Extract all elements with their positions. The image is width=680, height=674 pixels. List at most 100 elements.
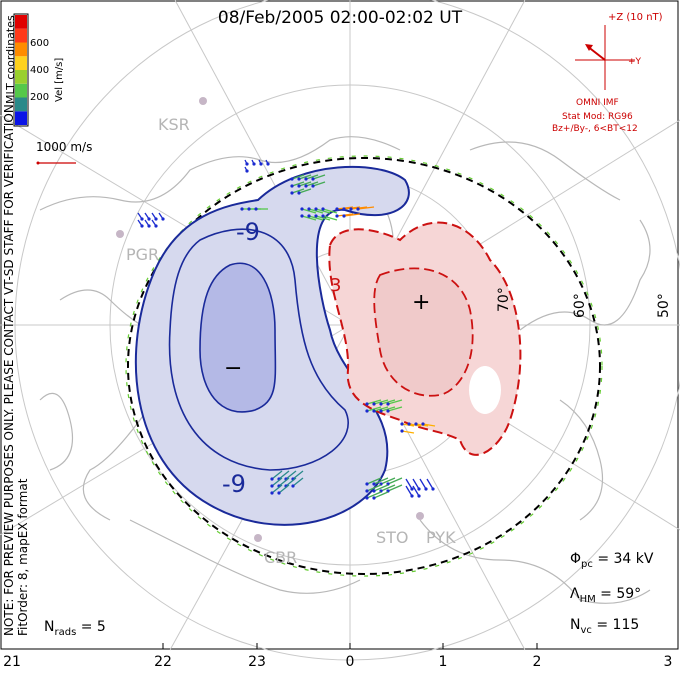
- colorbar-tick-200: 200: [30, 92, 50, 103]
- hm-boundary: [127, 157, 601, 575]
- velocity-vector: [291, 174, 305, 180]
- velocity-vector: [366, 491, 382, 499]
- velocity-vector-origin: [245, 169, 249, 173]
- map-title: 08/Feb/2005 02:00-02:02 UT: [217, 8, 463, 28]
- velocity-vector: [373, 484, 389, 492]
- velocity-vector-origin: [154, 224, 158, 228]
- velocity-vector-origin: [414, 422, 418, 426]
- mlt-tick-22: 22: [154, 654, 172, 670]
- disclaimer-text: NOTE: FOR PREVIEW PURPOSES ONLY. PLEASE …: [2, 100, 16, 636]
- velocity-vector-origin: [365, 409, 369, 413]
- radar-count: Nrads = 5: [44, 619, 106, 638]
- velocity-vector: [301, 215, 317, 221]
- velocity-vector: [380, 477, 396, 485]
- velocity-vector: [271, 484, 283, 494]
- velocity-vector: [292, 470, 304, 480]
- velocity-vector-origin: [240, 207, 244, 211]
- imf-source: OMNI IMF: [576, 98, 619, 108]
- velocity-vector-origin: [252, 162, 256, 166]
- contour-label-positive: 3: [330, 275, 342, 296]
- velocity-vector-origin: [311, 184, 315, 188]
- velocity-vector: [380, 484, 396, 492]
- velocity-vector-origin: [417, 494, 421, 498]
- positive-cell-center: +: [412, 290, 431, 315]
- colorbar-label: Vel [m/s]: [54, 57, 65, 102]
- velocity-vector-origin: [247, 207, 251, 211]
- velocity-vector-origin: [300, 214, 304, 218]
- velocity-vector: [315, 208, 331, 214]
- colorbar-segment: [15, 97, 27, 112]
- velocity-vector-origin: [270, 491, 274, 495]
- velocity-vector-origin: [147, 224, 151, 228]
- velocity-vector-origin: [386, 402, 390, 406]
- velocity-vector-origin: [270, 484, 274, 488]
- velocity-vector: [426, 478, 434, 490]
- mlt-tick-0: 0: [345, 654, 355, 670]
- velocity-vector-origin: [372, 409, 376, 413]
- velocity-vector: [419, 478, 427, 490]
- velocity-vector-origin: [297, 191, 301, 195]
- velocity-vector-origin: [245, 162, 249, 166]
- velocity-vector-origin: [431, 487, 435, 491]
- velocity-vector: [405, 478, 413, 490]
- negative-cell-mid: [168, 228, 349, 471]
- hm-latitude: ΛHM = 59°: [570, 586, 642, 605]
- colorbar-segment: [15, 28, 27, 43]
- velocity-vector-origin: [400, 429, 404, 433]
- velocity-vector-origin: [254, 207, 258, 211]
- velocity-vector: [322, 208, 338, 214]
- velocity-vector-origin: [407, 422, 411, 426]
- velocity-vector: [387, 399, 403, 405]
- velocity-vector-origin: [372, 496, 376, 500]
- velocity-vector-origin: [421, 422, 425, 426]
- velocity-vector: [308, 208, 324, 214]
- velocity-vector-origin: [154, 217, 158, 221]
- velocity-vector-origin: [379, 402, 383, 406]
- velocity-vector: [291, 188, 305, 194]
- colorbar-segment: [15, 83, 27, 98]
- velocity-vector: [401, 430, 415, 434]
- velocity-vector-origin: [161, 217, 165, 221]
- latitude-label-50: 50°: [656, 293, 672, 318]
- velocity-vector-origin: [356, 207, 360, 211]
- velocity-vector: [373, 491, 389, 499]
- velocity-vector: [366, 399, 382, 405]
- velocity-vector: [308, 215, 324, 221]
- velocity-vector: [312, 174, 326, 180]
- site-pgr: PGR: [126, 245, 160, 264]
- velocity-vector: [298, 181, 312, 187]
- velocity-vector-origin: [297, 184, 301, 188]
- cross-polar-potential: Φpc = 34 kV: [570, 551, 654, 570]
- coordinate-label: MLT coordinates: [4, 15, 17, 104]
- mlt-tick-21: 21: [3, 654, 21, 670]
- imf-condition: Bz+/By-, 6<BT<12: [552, 124, 638, 134]
- velocity-vector-origin: [386, 409, 390, 413]
- positive-cell-hole: [469, 366, 501, 414]
- velocity-vector: [291, 181, 305, 187]
- velocity-vector: [373, 399, 389, 405]
- negative-cell-center: −: [224, 356, 243, 381]
- velocity-vector: [301, 208, 317, 214]
- negative-cell-core: [199, 262, 277, 413]
- colorbar-segment: [15, 15, 27, 29]
- mlt-tick-2: 2: [532, 654, 542, 670]
- velocity-vector: [312, 181, 326, 187]
- velocity-vector: [412, 485, 420, 497]
- velocity-vector: [373, 406, 389, 412]
- fit-info: FitOrder: 8, mapEX format: [16, 478, 30, 636]
- velocity-vector-origin: [424, 487, 428, 491]
- imf-model: Stat Mod: RG96: [562, 112, 633, 122]
- velocity-vector-origin: [342, 214, 346, 218]
- velocity-vector-origin: [314, 214, 318, 218]
- velocity-vector-origin: [365, 496, 369, 500]
- velocity-vector-origin: [335, 207, 339, 211]
- velocity-vector: [322, 215, 338, 221]
- colorbar-segment: [15, 111, 27, 125]
- velocity-vector-origin: [400, 422, 404, 426]
- latitude-label-60: 60°: [572, 293, 588, 318]
- velocity-vector-origin: [410, 494, 414, 498]
- velocity-vector-origin: [349, 207, 353, 211]
- velocity-vector-origin: [365, 489, 369, 493]
- site-cbr: CBR: [264, 548, 298, 567]
